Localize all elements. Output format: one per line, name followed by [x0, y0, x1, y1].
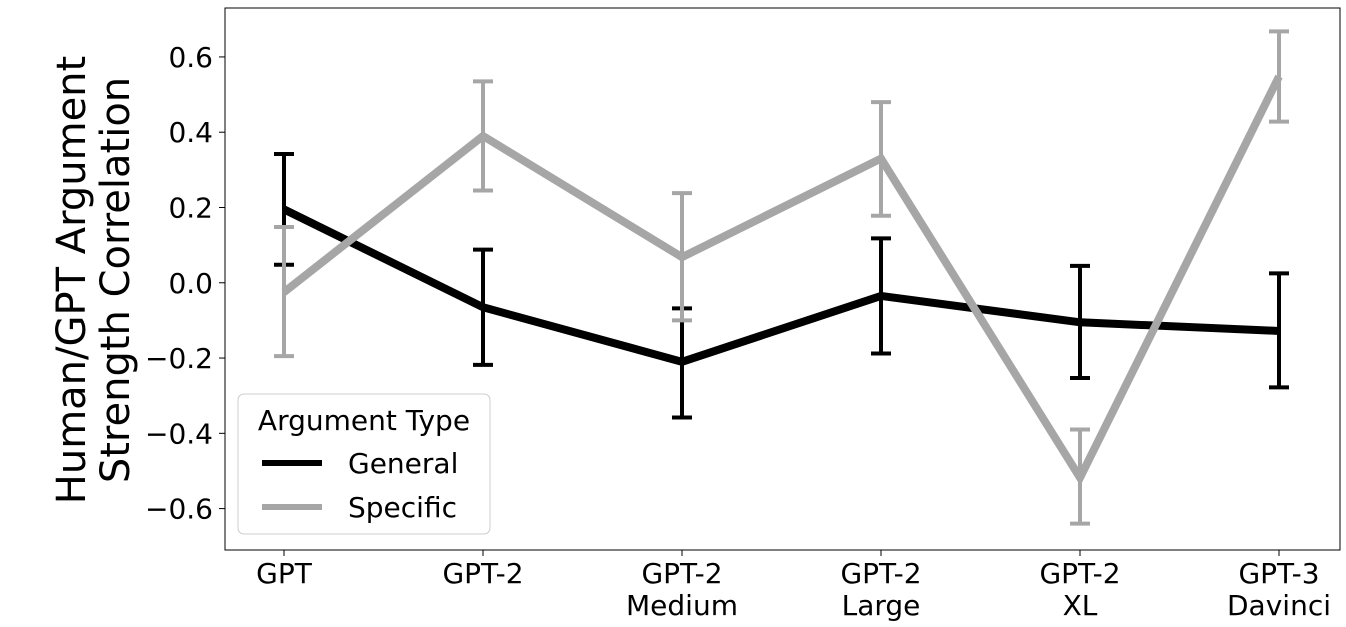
x-tick-label: GPT-2	[442, 557, 523, 590]
error-bar	[473, 79, 493, 193]
x-tick-label: GPT-2 XL	[1039, 557, 1120, 622]
error-bar	[274, 225, 294, 359]
legend-box	[237, 393, 491, 535]
error-bar	[1070, 427, 1090, 526]
error-bar	[473, 247, 493, 367]
y-tick-label: 0.2	[168, 191, 213, 224]
legend-title: Argument Type	[258, 404, 470, 437]
legend-item-specific: Specific	[262, 491, 457, 524]
errorbars-specific	[274, 29, 1289, 526]
errorbars-general	[274, 152, 1289, 420]
y-axis: −0.6 −0.4 −0.2 0.0 0.2 0.4 0.6	[145, 41, 225, 526]
series-general	[282, 205, 1280, 366]
error-bar	[871, 100, 891, 218]
x-tick-label: GPT-2 Medium	[626, 557, 738, 622]
x-tick-label: GPT-3 Davinci	[1227, 557, 1331, 622]
legend-label: General	[348, 447, 458, 480]
plot-series	[274, 29, 1289, 526]
plot-frame	[224, 7, 1341, 551]
y-tick-label: 0.4	[168, 116, 213, 149]
series-line	[282, 205, 1280, 366]
y-tick-label: −0.6	[145, 493, 213, 526]
y-tick-label: 0.0	[168, 267, 213, 300]
x-tick-label: GPT	[256, 557, 313, 590]
error-bar	[1269, 271, 1289, 390]
error-bar	[672, 191, 692, 323]
series-line	[281, 74, 1283, 486]
legend-label: Specific	[348, 491, 457, 524]
x-axis: GPT GPT-2 GPT-2 Medium GPT-2 Large GPT-2 XL GPT-…	[256, 550, 1331, 622]
error-bar	[871, 236, 891, 356]
y-axis-label: Human/GPT ArgumentStrength Correlation	[49, 56, 139, 504]
x-tick-label: GPT-2 Large	[840, 557, 921, 622]
legend: Argument Type General Specific	[237, 393, 491, 535]
error-bar	[1269, 29, 1289, 124]
y-tick-label: −0.4	[145, 417, 213, 450]
y-tick-label: 0.6	[168, 41, 213, 74]
y-tick-label: −0.2	[145, 342, 213, 375]
legend-item-general: General	[262, 447, 458, 480]
series-specific	[281, 74, 1283, 486]
y-axis-title: Human/GPT ArgumentStrength Correlation	[49, 56, 139, 504]
error-bar	[1070, 263, 1090, 380]
